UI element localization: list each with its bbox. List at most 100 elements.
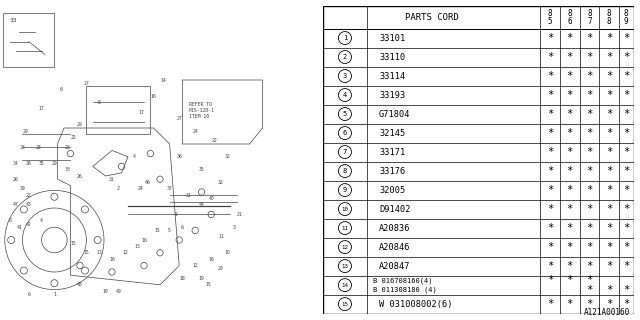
Text: 27: 27 <box>84 81 89 86</box>
Text: 39: 39 <box>20 186 25 191</box>
Text: *: * <box>606 128 612 138</box>
Text: *: * <box>606 185 612 195</box>
Text: *: * <box>547 242 553 252</box>
Text: *: * <box>623 185 629 195</box>
Text: *: * <box>566 166 573 176</box>
Text: *: * <box>566 299 573 309</box>
Text: D91402: D91402 <box>379 204 411 213</box>
Text: 48: 48 <box>77 282 83 287</box>
Text: *: * <box>547 128 553 138</box>
Text: W 031008002(6): W 031008002(6) <box>379 300 452 308</box>
Text: *: * <box>566 223 573 233</box>
Text: 22: 22 <box>26 193 31 198</box>
Text: 16: 16 <box>141 237 147 243</box>
Text: 22: 22 <box>212 138 217 143</box>
Text: 12: 12 <box>193 263 198 268</box>
Text: 10: 10 <box>225 250 230 255</box>
Text: 8
6: 8 6 <box>567 9 572 26</box>
Text: 35: 35 <box>199 167 204 172</box>
Text: 30: 30 <box>65 167 70 172</box>
Text: *: * <box>606 71 612 81</box>
Text: *: * <box>547 261 553 271</box>
Text: 17: 17 <box>138 109 143 115</box>
Text: 37: 37 <box>167 186 172 191</box>
Text: 8: 8 <box>98 100 100 105</box>
Text: 10: 10 <box>341 207 348 212</box>
Text: *: * <box>566 109 573 119</box>
Text: 7: 7 <box>343 149 347 155</box>
Text: *: * <box>566 147 573 157</box>
Text: 40: 40 <box>209 196 214 201</box>
Text: 8
8: 8 8 <box>607 9 611 26</box>
Text: *: * <box>547 33 553 43</box>
Text: 20: 20 <box>218 266 223 271</box>
Text: *: * <box>606 242 612 252</box>
Text: 16: 16 <box>151 93 156 99</box>
Text: *: * <box>547 185 553 195</box>
Text: 14: 14 <box>161 77 166 83</box>
Text: 46: 46 <box>145 180 150 185</box>
Text: *: * <box>623 90 629 100</box>
Text: 2: 2 <box>343 54 347 60</box>
Text: 25: 25 <box>71 135 76 140</box>
Text: 6: 6 <box>8 218 11 223</box>
Text: *: * <box>623 109 629 119</box>
Text: *: * <box>547 52 553 62</box>
Text: 43: 43 <box>26 202 31 207</box>
Text: 13: 13 <box>135 244 140 249</box>
Text: 2: 2 <box>117 186 120 191</box>
Text: 9: 9 <box>343 187 347 193</box>
Text: 21: 21 <box>237 212 243 217</box>
Text: 36: 36 <box>177 154 182 159</box>
Text: 41: 41 <box>17 225 22 230</box>
Text: 27: 27 <box>177 116 182 121</box>
Text: *: * <box>566 185 573 195</box>
Text: REFER TO
PIS-128-1
ITEM 10: REFER TO PIS-128-1 ITEM 10 <box>189 102 214 119</box>
Text: 24: 24 <box>138 186 143 191</box>
Text: *: * <box>586 275 593 285</box>
Text: 8
7: 8 7 <box>587 9 592 26</box>
Text: 29: 29 <box>23 129 28 134</box>
Text: *: * <box>606 33 612 43</box>
Text: A20836: A20836 <box>379 224 411 233</box>
Text: 31: 31 <box>186 193 191 198</box>
Text: 6: 6 <box>343 130 347 136</box>
Text: *: * <box>586 204 593 214</box>
Text: 33171: 33171 <box>379 148 405 156</box>
Text: 26: 26 <box>77 173 83 179</box>
Text: *: * <box>606 109 612 119</box>
Text: *: * <box>586 299 593 309</box>
Text: 4: 4 <box>343 92 347 98</box>
Text: 29: 29 <box>77 122 83 127</box>
Text: 26: 26 <box>13 177 19 182</box>
Text: 32005: 32005 <box>379 186 405 195</box>
Text: 32: 32 <box>218 180 223 185</box>
Text: 16: 16 <box>109 257 115 262</box>
Text: *: * <box>623 223 629 233</box>
Text: 11: 11 <box>218 234 223 239</box>
Text: *: * <box>586 128 593 138</box>
Text: 6: 6 <box>181 225 184 230</box>
Text: 4: 4 <box>133 154 136 159</box>
Text: *: * <box>623 71 629 81</box>
Text: 33176: 33176 <box>379 166 405 176</box>
Text: 32: 32 <box>225 154 230 159</box>
Text: 16: 16 <box>209 257 214 262</box>
Text: *: * <box>606 223 612 233</box>
Text: 15: 15 <box>154 228 159 233</box>
Text: 23: 23 <box>65 145 70 150</box>
Text: 13: 13 <box>341 264 348 268</box>
Text: 17: 17 <box>39 106 44 111</box>
Text: 8
5: 8 5 <box>548 9 552 26</box>
Text: *: * <box>547 204 553 214</box>
Text: 6: 6 <box>60 87 62 92</box>
Text: 8: 8 <box>343 168 347 174</box>
Text: 42: 42 <box>26 221 31 227</box>
Text: *: * <box>606 166 612 176</box>
Text: *: * <box>606 147 612 157</box>
Text: *: * <box>547 109 553 119</box>
Text: A20846: A20846 <box>379 243 411 252</box>
Text: 6: 6 <box>28 292 30 297</box>
Text: 31: 31 <box>109 177 115 182</box>
Text: 3: 3 <box>232 225 235 230</box>
